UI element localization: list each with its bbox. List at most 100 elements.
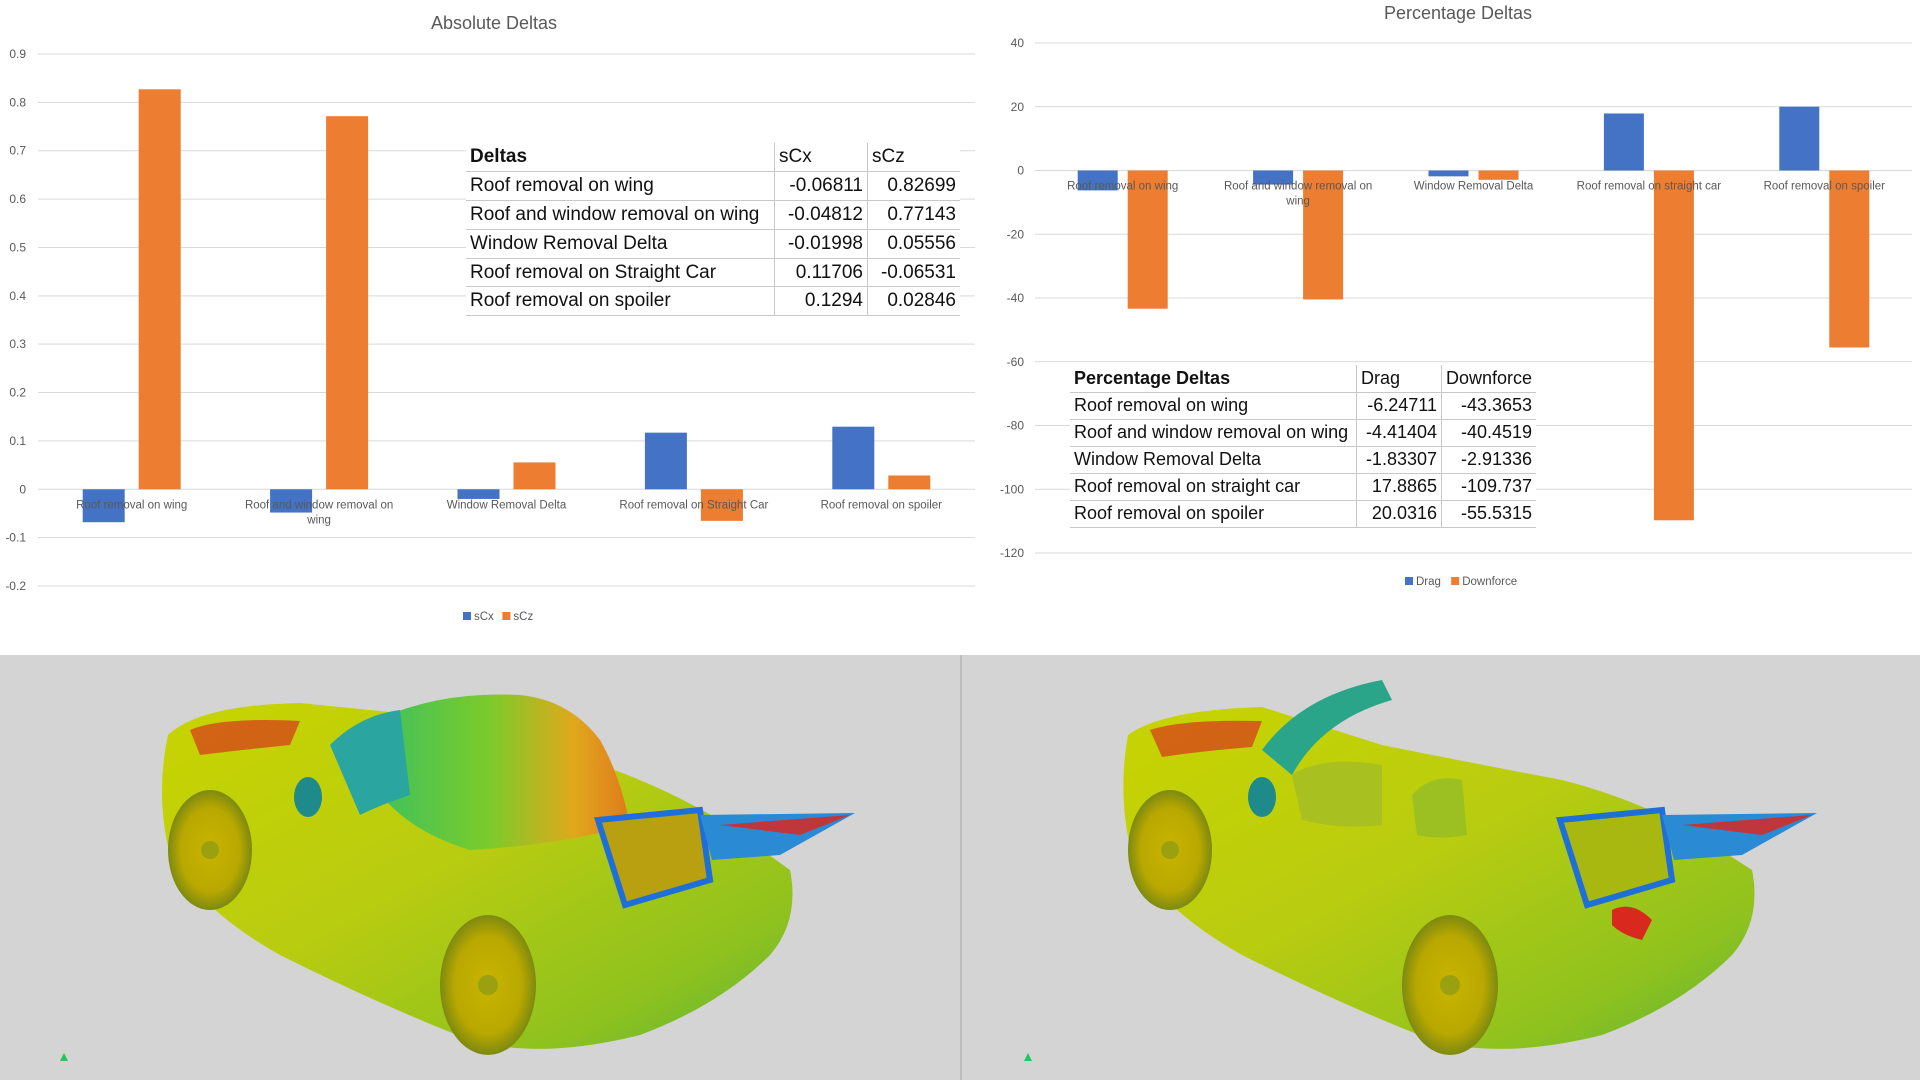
table-cell: -1.83307 — [1356, 446, 1442, 474]
trunk-high-pressure — [1612, 906, 1652, 940]
table-cell: -109.737 — [1441, 473, 1537, 501]
table-cell: -2.91336 — [1441, 446, 1537, 474]
table-header-cell: sCx — [774, 143, 868, 173]
table-row: Window Removal Delta -0.01998 0.05556 — [466, 229, 960, 259]
y-tick-label: 0.9 — [9, 47, 26, 61]
render-divider — [960, 655, 962, 1080]
table-cell: -40.4519 — [1441, 419, 1537, 447]
front-wheel-hub — [1161, 841, 1179, 859]
x-category-label: wing — [306, 514, 331, 526]
table-cell: 0.82699 — [867, 171, 960, 202]
x-category-label: Roof removal on spoiler — [821, 499, 943, 511]
percentage-deltas-panel: Percentage Deltas 40 20 0 -20 -40 -60 -80 -100 -1… — [980, 0, 1920, 655]
y-tick-label: 40 — [1011, 36, 1025, 50]
table-row: Roof removal on Straight Car 0.11706 -0.… — [466, 258, 960, 288]
bar-drag — [1077, 170, 1118, 191]
y-tick-label: 0.8 — [9, 95, 26, 109]
legend-label: sCx — [474, 611, 494, 623]
table-cell: Window Removal Delta — [1070, 446, 1357, 474]
y-tick-label: 20 — [1011, 100, 1025, 114]
table-row: Roof removal on wing -6.24711 -43.3653 — [1070, 392, 1537, 420]
x-category-label: Roof removal on wing — [1067, 181, 1178, 193]
y-tick-label: 0.6 — [9, 192, 26, 206]
table-row: Roof removal on spoiler 0.1294 0.02846 — [466, 286, 960, 317]
table-cell: -0.04812 — [774, 200, 868, 230]
table-cell: 0.77143 — [867, 200, 960, 230]
bar-drag — [1428, 170, 1469, 177]
table-header-cell: Downforce — [1441, 365, 1537, 393]
car-nose-high-pressure — [1150, 720, 1262, 757]
y-tick-label: 0.1 — [9, 434, 26, 448]
bar-downforce — [1127, 170, 1168, 309]
car-windshield — [330, 710, 410, 815]
car-interior-seat — [1412, 778, 1467, 838]
x-category-label: Roof and window removal on — [1224, 181, 1372, 193]
bar-scx — [457, 489, 500, 499]
table-cell: -0.06531 — [867, 258, 960, 288]
bar-scz — [700, 489, 743, 521]
y-tick-label: -0.1 — [5, 531, 26, 545]
wing-high-pressure — [720, 815, 850, 835]
y-tick-label: 0.4 — [9, 289, 26, 303]
bar-downforce — [1653, 170, 1694, 521]
percentage-deltas-table: Percentage Deltas Drag Downforce Roof re… — [1070, 365, 1537, 528]
percentage-deltas-chart: Percentage Deltas 40 20 0 -20 -40 -60 -80 -100 -1… — [1000, 3, 1912, 588]
x-category-label: Window Removal Delta — [1414, 181, 1534, 193]
absolute-deltas-panel: Absolute Deltas 0.9 0.8 0.7 0.6 0.5 0.4 0.3 0.2 0… — [0, 0, 980, 655]
bar-scx — [82, 489, 125, 523]
chart-title: Percentage Deltas — [1384, 3, 1532, 23]
legend-swatch — [463, 612, 471, 620]
table-cell: Roof and window removal on wing — [466, 200, 775, 230]
table-cell: 0.05556 — [867, 229, 960, 259]
rear-wheel-hub — [1440, 975, 1460, 995]
x-category-label: Roof and window removal on — [245, 499, 393, 511]
bar-scz — [326, 116, 369, 490]
wing-high-pressure — [1682, 815, 1812, 835]
bar-downforce — [1829, 170, 1870, 348]
axis-triad-icon — [60, 1053, 68, 1061]
bar-downforce — [1303, 170, 1344, 300]
car-mirror — [1248, 777, 1276, 817]
y-tick-label: 0.5 — [9, 240, 26, 254]
table-row: Roof removal on straight car 17.8865 -10… — [1070, 473, 1537, 501]
table-header-cell: Percentage Deltas — [1070, 365, 1357, 393]
bar-scx — [644, 432, 687, 490]
absolute-deltas-chart: Absolute Deltas 0.9 0.8 0.7 0.6 0.5 0.4 0.3 0.2 0… — [5, 13, 975, 623]
table-cell: -6.24711 — [1356, 392, 1442, 420]
table-cell: -43.3653 — [1441, 392, 1537, 420]
bar-scx — [270, 489, 313, 513]
y-tick-label: -100 — [1000, 482, 1024, 496]
legend-swatch — [502, 612, 511, 620]
x-category-label: Roof removal on Straight Car — [619, 499, 768, 511]
front-wheel-hub — [201, 841, 219, 859]
bar-downforce — [1478, 170, 1519, 180]
table-header-cell: Deltas — [466, 143, 775, 173]
bar-drag — [1779, 106, 1820, 171]
windshield-frame — [1262, 680, 1392, 775]
car-body — [1123, 707, 1755, 1049]
table-row: Roof and window removal on wing -4.41404… — [1070, 419, 1537, 447]
table-cell: Roof removal on spoiler — [1070, 500, 1357, 528]
wing-endplate — [1556, 806, 1676, 909]
table-row: Roof and window removal on wing -0.04812… — [466, 200, 960, 230]
x-category-label: Roof removal on spoiler — [1764, 181, 1886, 193]
x-category-label: wing — [1285, 196, 1310, 208]
table-cell: Roof removal on Straight Car — [466, 258, 775, 288]
table-cell: Window Removal Delta — [466, 229, 775, 259]
legend-swatch — [1451, 577, 1460, 585]
table-header-cell: Drag — [1356, 365, 1442, 393]
x-category-label: Roof removal on wing — [76, 499, 187, 511]
bar-scz — [513, 462, 556, 490]
table-cell: Roof removal on wing — [1070, 392, 1357, 420]
table-cell: -55.5315 — [1441, 500, 1537, 528]
car-interior-seat — [1292, 761, 1382, 827]
car-with-roof-pressure-render — [161, 694, 855, 1055]
rear-wheel-hub — [478, 975, 498, 995]
y-tick-label: -60 — [1007, 355, 1025, 369]
y-tick-label: 0 — [1017, 164, 1024, 178]
y-tick-label: -120 — [1000, 546, 1024, 560]
chart-title: Absolute Deltas — [431, 13, 557, 33]
y-tick-label: -20 — [1007, 227, 1025, 241]
y-tick-label: -40 — [1007, 291, 1025, 305]
x-category-label: Roof removal on straight car — [1577, 181, 1722, 193]
